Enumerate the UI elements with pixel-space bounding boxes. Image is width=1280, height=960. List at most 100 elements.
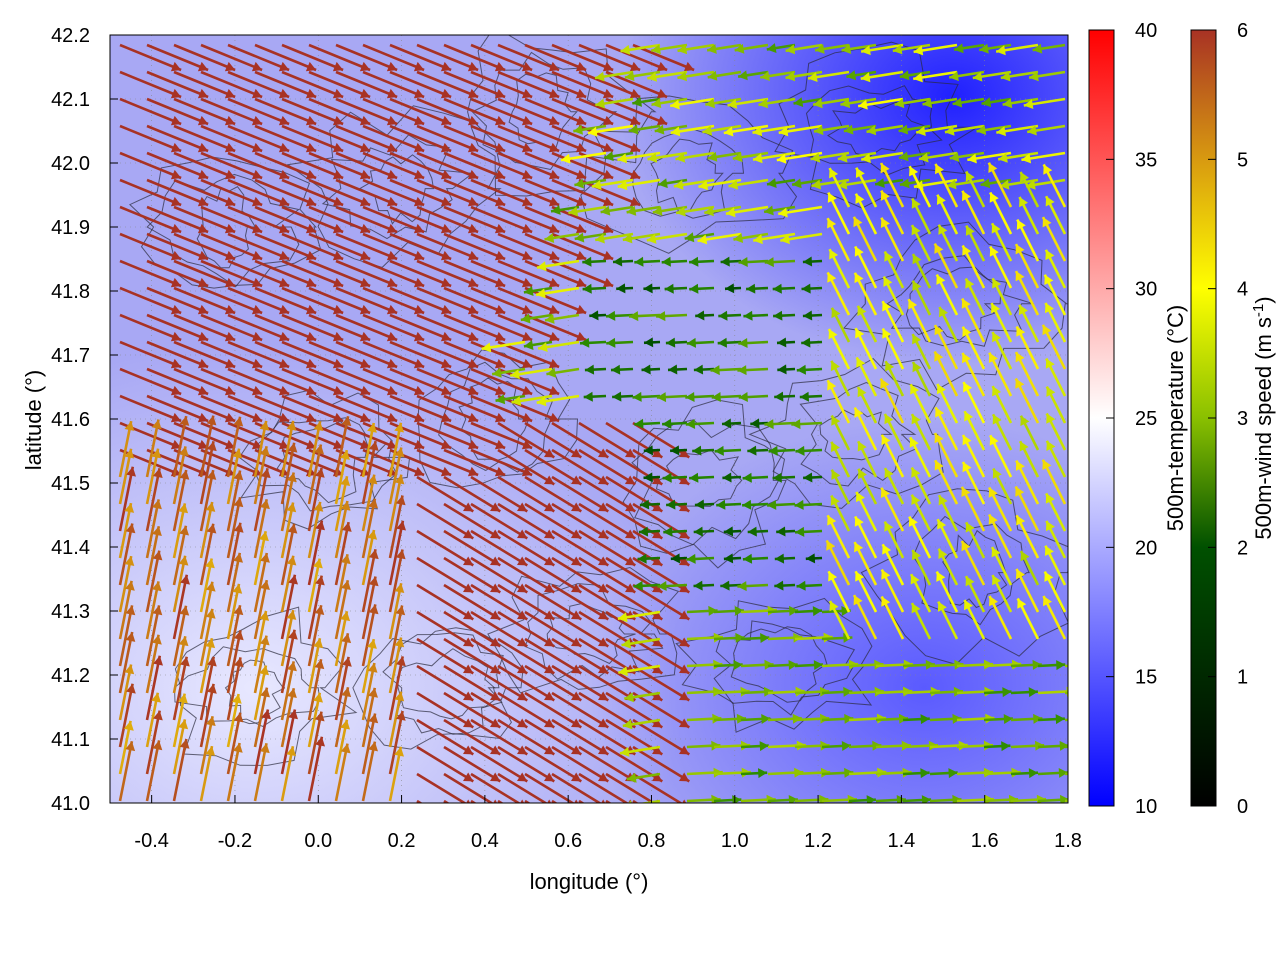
wind-arrow-shaft — [200, 151, 263, 180]
wind-arrow-head — [313, 421, 324, 431]
wind-arrow-head — [620, 44, 631, 55]
wind-arrow-head — [733, 233, 744, 243]
wind-arrow-head — [332, 169, 344, 180]
wind-arrow-head — [909, 437, 919, 448]
wind-arrow-shaft — [470, 475, 528, 513]
wind-arrow-head — [251, 169, 263, 180]
wind-arrow-shaft — [227, 232, 290, 261]
wind-arrow-head — [652, 583, 663, 593]
wind-arrow-shaft — [497, 502, 555, 540]
wind-arrow-head — [652, 556, 663, 566]
wind-arrow-head — [634, 256, 644, 267]
wind-arrow-shaft — [146, 43, 209, 72]
wind-arrow-shaft — [172, 469, 188, 532]
wind-arrow-head — [881, 596, 891, 607]
wind-arrow-head — [1044, 571, 1054, 582]
wind-arrow-head — [151, 692, 161, 703]
wind-arrow-head — [1045, 302, 1054, 314]
wind-arrow-head — [205, 716, 216, 726]
wind-arrow-head — [584, 364, 595, 375]
wind-arrow-head — [802, 256, 813, 267]
wind-arrow-shaft — [361, 687, 377, 748]
wind-arrow-head — [697, 234, 708, 245]
wind-arrow-head — [938, 224, 948, 235]
wind-arrow-head — [314, 711, 325, 722]
wind-arrow-head — [1032, 659, 1042, 670]
wind-arrow-shaft — [388, 447, 403, 505]
wind-arrow-shaft — [470, 583, 528, 621]
wind-arrow-shaft — [307, 604, 323, 667]
wind-arrow-shaft — [335, 313, 398, 342]
wind-arrow-head — [855, 193, 865, 204]
wind-arrow-head — [964, 600, 973, 611]
wind-arrow-head — [935, 407, 945, 418]
wind-arrow-head — [206, 470, 217, 480]
wind-arrow-head — [413, 412, 425, 423]
wind-arrow-head — [949, 71, 959, 81]
wind-arrow-shaft — [524, 691, 582, 729]
wind-arrow-shaft — [334, 579, 350, 640]
wind-arrow-head — [251, 250, 263, 261]
wind-arrow-shaft — [361, 662, 376, 721]
wind-arrow-head — [305, 358, 317, 369]
wind-arrow-shaft — [307, 659, 323, 721]
wind-arrow-head — [340, 554, 351, 565]
y-tick-label: 41.0 — [51, 793, 90, 815]
wind-arrow-head — [305, 61, 317, 72]
wind-arrow-head — [305, 169, 317, 180]
wind-arrow-head — [305, 88, 317, 99]
wind-arrow-head — [574, 799, 579, 803]
wind-arrow-shaft — [578, 664, 636, 702]
wind-arrow-head — [207, 683, 217, 694]
wind-arrow-head — [857, 387, 867, 398]
wind-arrow-shaft — [199, 469, 215, 532]
wind-arrow-head — [992, 278, 1002, 289]
wind-arrow-head — [750, 418, 760, 429]
wind-arrow-head — [571, 637, 582, 647]
wind-arrow-head — [287, 442, 298, 453]
wind-arrow-head — [571, 691, 582, 701]
wind-arrow-head — [520, 799, 525, 803]
wind-arrow-shaft — [470, 70, 533, 99]
wind-arrow-shaft — [281, 205, 344, 234]
x-tick-label: -0.2 — [218, 830, 252, 852]
wind-arrow-head — [124, 556, 135, 566]
wind-arrow-head — [909, 166, 919, 177]
wind-arrow-head — [197, 439, 209, 450]
wind-arrow-shaft — [307, 575, 323, 640]
wind-arrow-head — [571, 610, 582, 620]
wind-arrow-shaft — [362, 151, 425, 180]
wind-arrow-head — [170, 277, 182, 288]
wind-arrow-shaft — [334, 611, 349, 667]
wind-arrow-shaft — [280, 746, 295, 802]
wind-arrow-head — [621, 638, 632, 649]
wind-arrow-head — [413, 331, 425, 342]
x-tick-label: 1.8 — [1054, 830, 1082, 852]
wind-arrow-head — [899, 70, 910, 81]
wind-arrow-head — [827, 515, 837, 526]
wind-arrow-head — [340, 450, 350, 460]
wind-arrow-head — [598, 718, 609, 728]
wind-arrow-shaft — [551, 151, 614, 180]
wind-arrow-shaft — [280, 661, 295, 721]
wind-arrow-head — [467, 223, 479, 234]
wind-arrow-head — [359, 61, 371, 72]
wind-arrow-shaft — [308, 259, 371, 288]
wind-arrow-shaft — [334, 449, 349, 505]
wind-arrow-shaft — [524, 475, 582, 513]
wind-arrow-shaft — [632, 475, 690, 513]
wind-arrow-shaft — [307, 501, 322, 559]
wind-arrow-shaft — [308, 70, 371, 99]
wind-arrow-shaft — [335, 367, 398, 396]
contour-line — [508, 72, 578, 149]
y-tick-label: 41.5 — [51, 473, 90, 495]
wind-arrow-head — [1056, 660, 1066, 671]
wind-arrow-shaft — [632, 610, 690, 648]
wind-arrow-head — [261, 709, 271, 720]
wind-arrow-head — [179, 416, 190, 426]
wind-arrow-head — [340, 719, 350, 730]
wind-arrow-shaft — [578, 124, 641, 153]
wind-arrow-head — [251, 277, 263, 288]
wind-arrow-shaft — [497, 475, 555, 513]
wind-arrow-shaft — [253, 445, 268, 505]
